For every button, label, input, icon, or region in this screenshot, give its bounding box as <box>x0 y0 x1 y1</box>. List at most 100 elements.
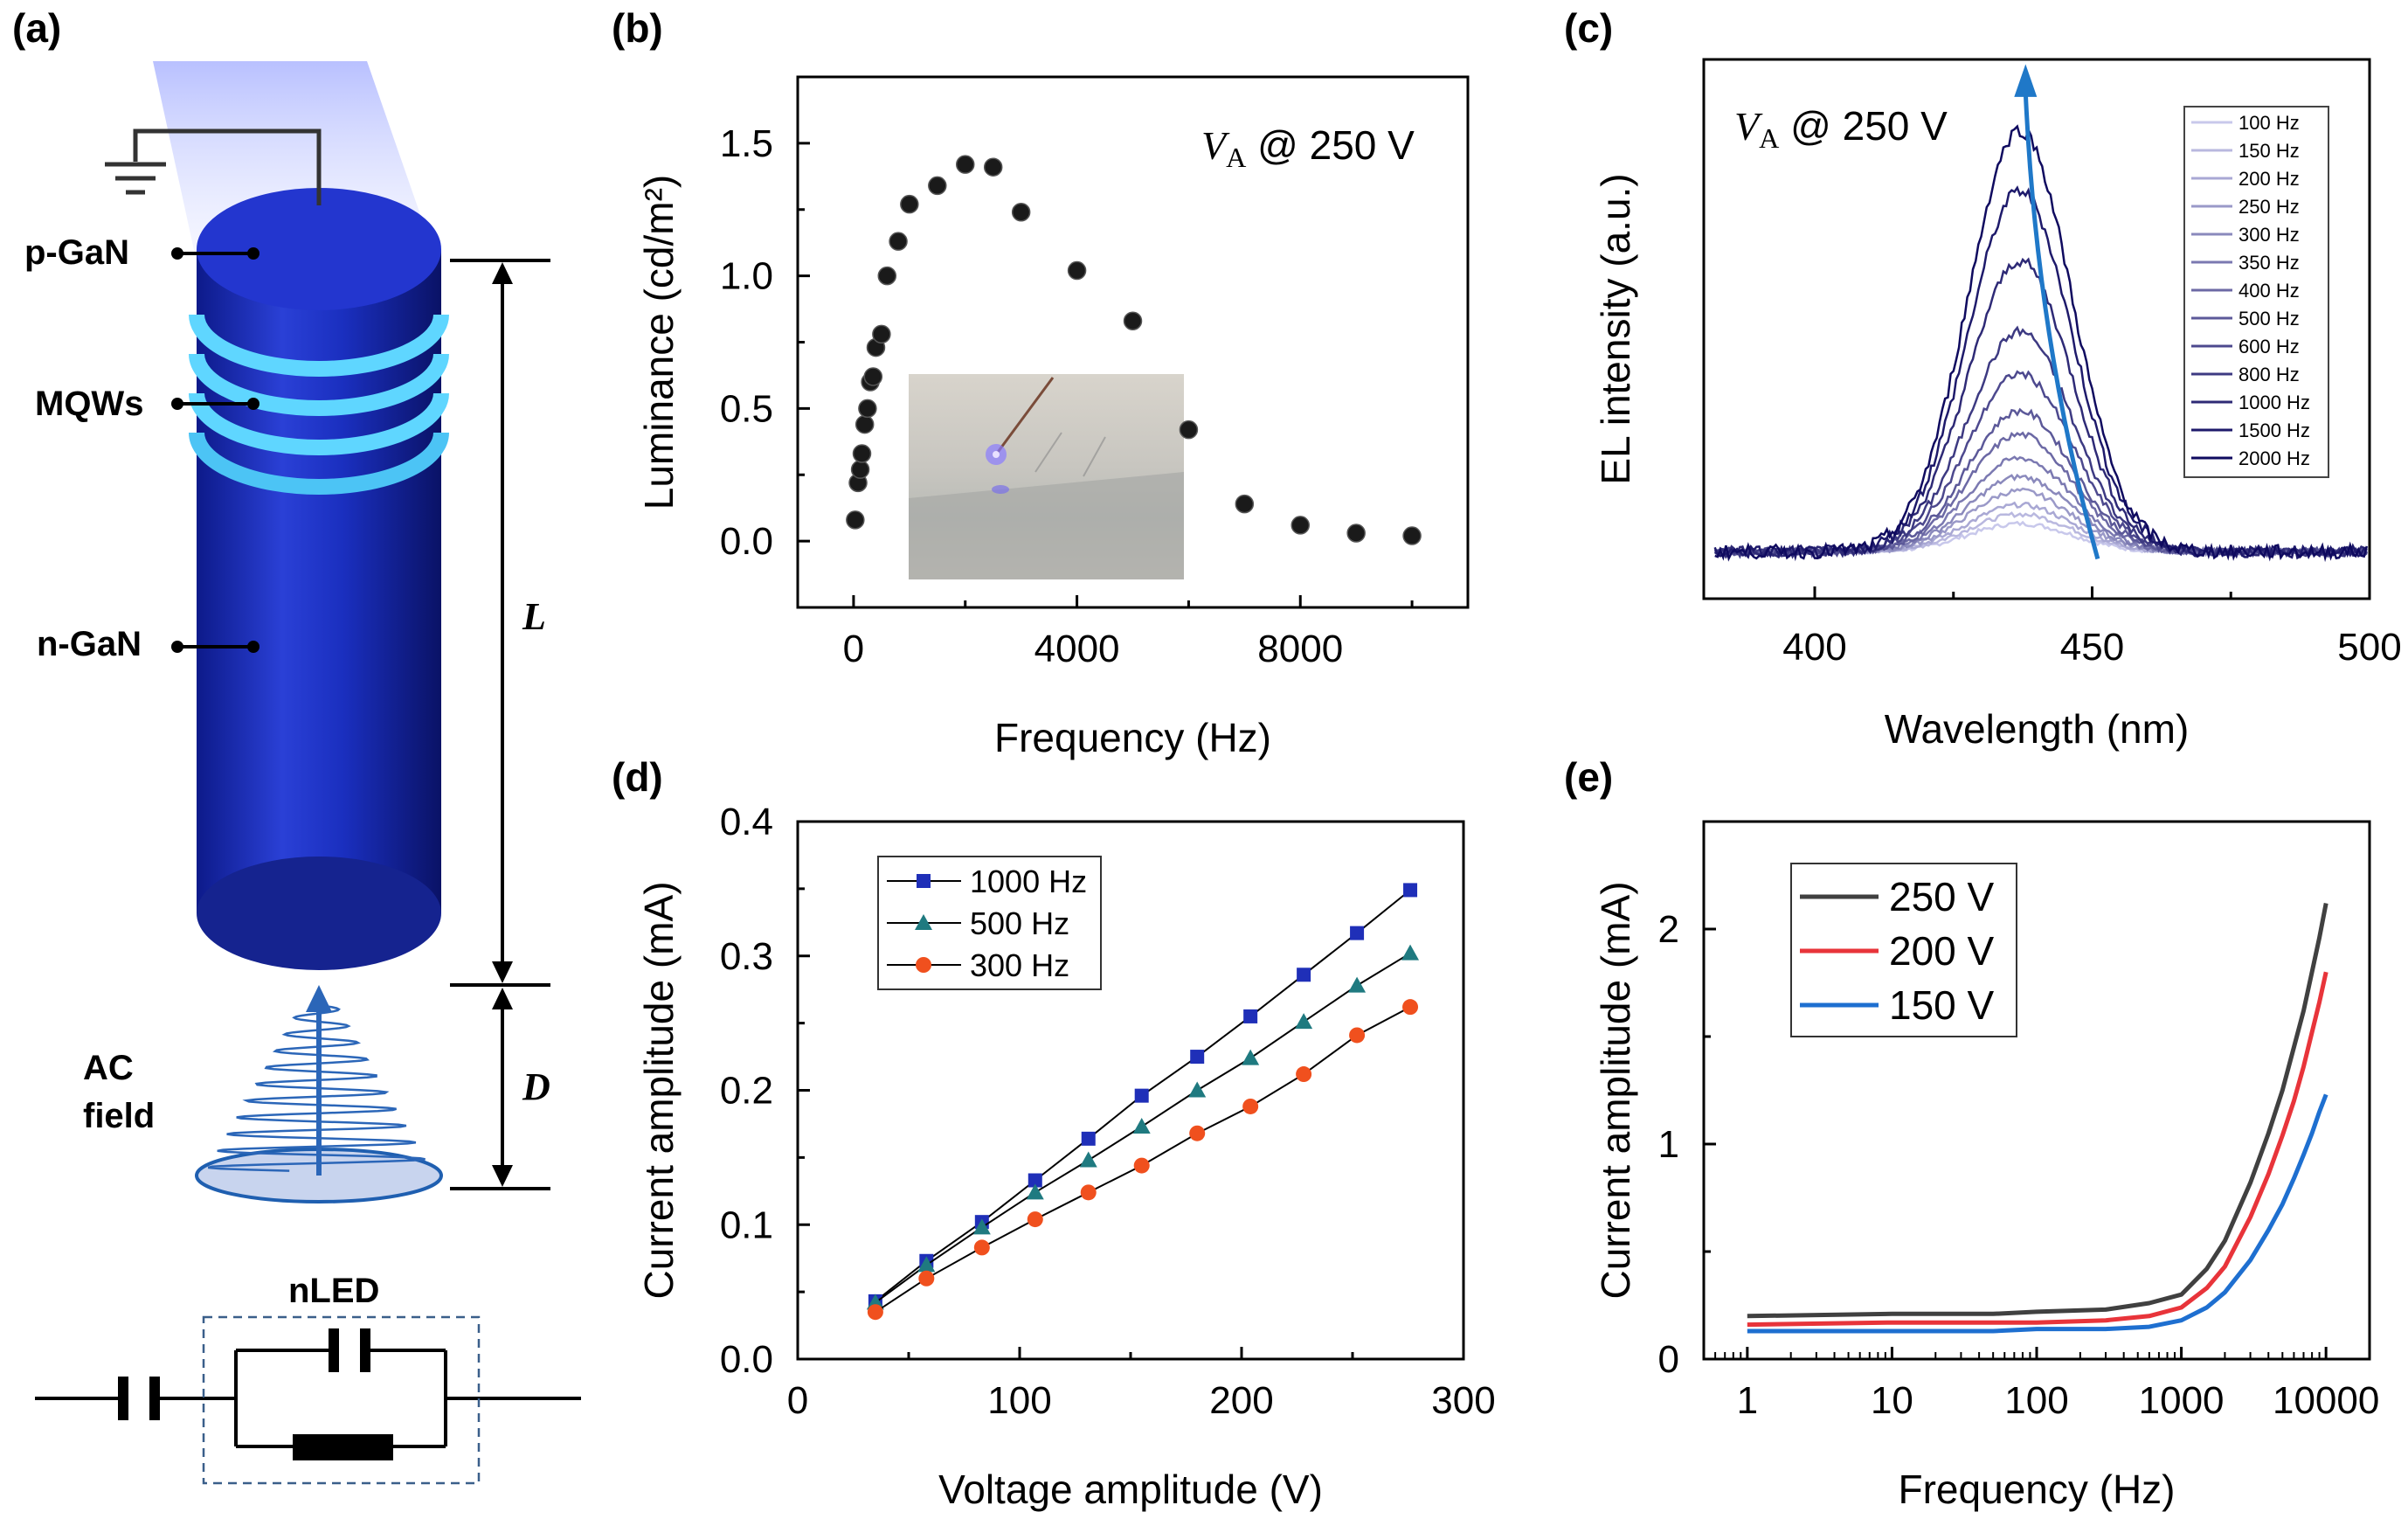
series-line <box>1747 903 2328 1319</box>
series-line <box>1747 971 2328 1328</box>
x-tick-label: 500 <box>2337 626 2401 669</box>
y-tick-label: 0.3 <box>720 935 773 978</box>
legend-label: 350 Hz <box>2238 252 2300 274</box>
legend-label: 600 Hz <box>2238 336 2300 357</box>
field-label-line2: field <box>83 1097 155 1135</box>
x-axis-label: Frequency (Hz) <box>994 715 1271 760</box>
x-tick-label: 4000 <box>1034 628 1120 670</box>
panel-c-label: (c) <box>1564 5 1613 51</box>
x-tick-label: 8000 <box>1257 628 1343 670</box>
data-point <box>1079 1151 1097 1168</box>
y-axis-label: EL intensity (a.u.) <box>1593 173 1638 484</box>
field-label-line1: AC <box>83 1049 134 1087</box>
y-axis-label: Current amplitude (mA) <box>636 881 682 1299</box>
legend-label: 200 Hz <box>2238 168 2300 190</box>
legend-label: 800 Hz <box>2238 364 2300 385</box>
dimension-lines <box>450 259 550 1190</box>
x-axis-label: Wavelength (nm) <box>1885 706 2190 752</box>
series-line <box>1747 1093 2328 1334</box>
legend-box <box>2183 106 2329 478</box>
plot-frame <box>1702 58 2371 600</box>
c-annotation: VA @ 250 V <box>1734 103 1948 154</box>
b-annotation: VA @ 250 V <box>1201 122 1415 173</box>
legend-label: 1000 Hz <box>2238 392 2310 413</box>
y-tick-label: 1 <box>1658 1123 1679 1166</box>
data-point <box>1123 311 1143 330</box>
data-point <box>1235 494 1255 514</box>
ground-icon <box>105 128 322 205</box>
legend-label: 150 V <box>1889 982 1995 1028</box>
y-tick-label: 0.5 <box>720 387 773 430</box>
data-point <box>1295 1013 1313 1030</box>
legend-marker <box>916 957 931 973</box>
x-tick-label: 450 <box>2060 626 2124 669</box>
data-point <box>1028 1173 1042 1188</box>
data-point <box>1067 260 1087 281</box>
data-point <box>1242 1098 1259 1114</box>
data-point <box>1027 1211 1043 1228</box>
panel-b-label: (b) <box>612 5 663 51</box>
data-point <box>1189 1125 1206 1141</box>
legend-label: 500 Hz <box>970 905 1069 941</box>
data-point <box>1403 883 1418 898</box>
data-point <box>1179 420 1199 440</box>
data-point <box>917 1256 936 1273</box>
data-point <box>1243 1009 1258 1023</box>
y-axis-label: Current amplitude (mA) <box>1593 881 1638 1299</box>
inset-photo <box>909 374 1184 579</box>
legend-label: 2000 Hz <box>2238 447 2310 469</box>
legend-label: 250 V <box>1889 874 1995 919</box>
x-tick-label: 200 <box>1209 1379 1273 1422</box>
data-point <box>1011 203 1031 222</box>
data-point <box>1080 1184 1097 1201</box>
data-point <box>972 1218 991 1235</box>
panel-d: (d) 0 100 200 300 0.0 0.1 0.2 0.3 0.4 1000 Hz 500 … <box>612 754 1496 1512</box>
panel-e-label: (e) <box>1564 754 1613 800</box>
data-point <box>1348 976 1367 993</box>
data-point <box>1133 1157 1150 1174</box>
x-tick-label: 100 <box>2004 1379 2068 1422</box>
x-tick-label: 300 <box>1431 1379 1495 1422</box>
ac-wave <box>207 1003 426 1172</box>
dim-l-label: L <box>522 595 546 638</box>
legend-marker <box>915 914 932 930</box>
legend-label: 250 Hz <box>2238 196 2300 218</box>
data-point <box>918 1270 935 1287</box>
spectrum-line <box>1713 487 2367 557</box>
data-point <box>867 1304 883 1321</box>
data-point <box>1402 526 1422 545</box>
data-point <box>846 510 865 530</box>
label-p-gan: p-GaN <box>24 233 129 272</box>
data-point <box>1134 1088 1149 1103</box>
data-point <box>1132 1118 1151 1134</box>
data-point <box>1242 1049 1260 1065</box>
data-point <box>863 367 883 386</box>
panel-e: (e) 1 10 100 1000 10000 0 1 2 250 V 200 V 150 V Fre… <box>1564 754 2379 1512</box>
panel-a-label: (a) <box>12 5 61 51</box>
spectrum-line <box>1714 124 2369 563</box>
y-tick-label: 0.4 <box>720 801 773 843</box>
legend-label: 300 Hz <box>970 947 1069 983</box>
data-point <box>1350 926 1365 940</box>
data-point <box>1349 1027 1366 1044</box>
data-point <box>889 232 908 251</box>
data-point <box>956 155 975 174</box>
x-tick-label: 1 <box>1737 1379 1758 1422</box>
y-tick-label: 1.5 <box>720 122 773 165</box>
x-tick-label: 400 <box>1782 626 1846 669</box>
label-mqws: MQWs <box>35 385 143 423</box>
x-tick-label: 1000 <box>2139 1379 2225 1422</box>
label-n-gan: n-GaN <box>37 625 142 663</box>
data-point <box>877 266 897 286</box>
data-point <box>983 157 1003 177</box>
data-point <box>850 460 870 479</box>
panel-d-label: (d) <box>612 754 663 800</box>
dim-d-label: D <box>522 1065 550 1108</box>
data-point <box>1296 1066 1312 1083</box>
equivalent-circuit <box>35 1315 581 1485</box>
legend-box <box>1790 863 2017 1037</box>
data-point <box>872 324 891 344</box>
y-tick-label: 0.0 <box>720 1338 773 1381</box>
y-tick-label: 0.2 <box>720 1070 773 1113</box>
